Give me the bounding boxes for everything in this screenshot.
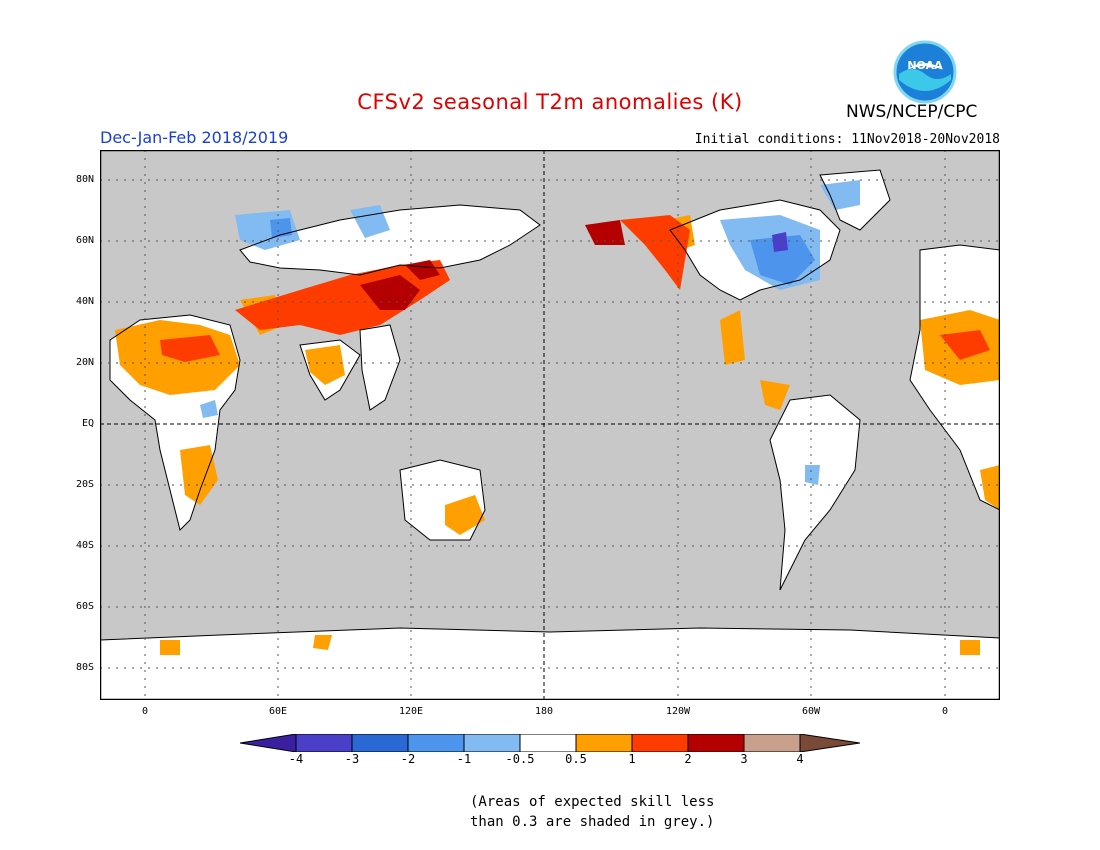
- lon-label-180: 180: [534, 706, 554, 717]
- colorbar-swatch-neutral: [519, 734, 577, 752]
- anomaly-map: [99, 149, 1001, 701]
- lat-label-60s: 60S: [75, 601, 94, 612]
- colorbar-swatch-minus4-minus3: [295, 734, 353, 752]
- colorbar-swatch-gt-4: [799, 734, 860, 752]
- lat-label-20s: 20S: [75, 479, 94, 490]
- lon-label-0-west: 0: [141, 706, 149, 717]
- colorbar-swatch-minus2-minus1: [407, 734, 465, 752]
- colorbar-label-3: 3: [740, 752, 748, 766]
- lat-label-60n: 60N: [75, 235, 94, 246]
- colorbar-label-2: 2: [684, 752, 692, 766]
- skill-note-line-1: (Areas of expected skill less: [470, 794, 715, 810]
- skill-note-line-2: than 0.3 are shaded in grey.): [470, 814, 715, 830]
- cool-anomaly-minus-3-minus-2: [772, 232, 788, 252]
- colorbar-swatch-05-1: [575, 734, 633, 752]
- colorbar: [240, 734, 860, 752]
- lon-label-120e: 120E: [398, 706, 424, 717]
- lat-label-eq: EQ: [81, 418, 94, 429]
- warm-anomaly-2-3: [360, 220, 625, 310]
- colorbar-swatch-3-4: [743, 734, 801, 752]
- colorbar-label-4: 4: [796, 752, 804, 766]
- season-label: Dec-Jan-Feb 2018/2019: [100, 128, 289, 147]
- noaa-logo-icon: NOAA: [893, 40, 957, 104]
- lat-label-80s: 80S: [75, 662, 94, 673]
- colorbar-swatch-lt-minus4: [240, 734, 297, 752]
- reference-lines: [100, 150, 1000, 700]
- map-frame: [99, 149, 1001, 701]
- colorbar-label-05: 0.5: [565, 752, 587, 766]
- lon-label-60e: 60E: [268, 706, 288, 717]
- initial-conditions-label: Initial conditions: 11Nov2018-20Nov2018: [694, 132, 1000, 147]
- lat-label-20n: 20N: [75, 357, 94, 368]
- lat-label-80n: 80N: [75, 174, 94, 185]
- lon-label-0-east: 0: [941, 706, 949, 717]
- noaa-logo-text: NOAA: [907, 59, 943, 72]
- lon-label-60w: 60W: [801, 706, 821, 717]
- colorbar-label-minus2: -2: [400, 752, 416, 766]
- map-title: CFSv2 seasonal T2m anomalies (K): [357, 90, 743, 114]
- map-background: [100, 150, 1000, 700]
- colorbar-label-minus4: -4: [288, 752, 304, 766]
- colorbar-label-minus05: -0.5: [505, 752, 535, 766]
- colorbar-swatch-minus3-minus2: [351, 734, 409, 752]
- graticule: [100, 150, 1000, 700]
- colorbar-swatch-1-2: [631, 734, 689, 752]
- colorbar-label-minus1: -1: [456, 752, 472, 766]
- colorbar-swatch-2-3: [687, 734, 745, 752]
- colorbar-label-1: 1: [628, 752, 636, 766]
- lat-label-40s: 40S: [75, 540, 94, 551]
- colorbar-label-minus3: -3: [344, 752, 360, 766]
- lon-label-120w: 120W: [665, 706, 691, 717]
- lat-label-40n: 40N: [75, 296, 94, 307]
- coastlines: [99, 169, 1001, 641]
- colorbar-swatch-minus1-minus05: [463, 734, 521, 752]
- agency-label: NWS/NCEP/CPC: [846, 102, 978, 122]
- skill-note: (Areas of expected skill less than 0.3 a…: [470, 792, 730, 832]
